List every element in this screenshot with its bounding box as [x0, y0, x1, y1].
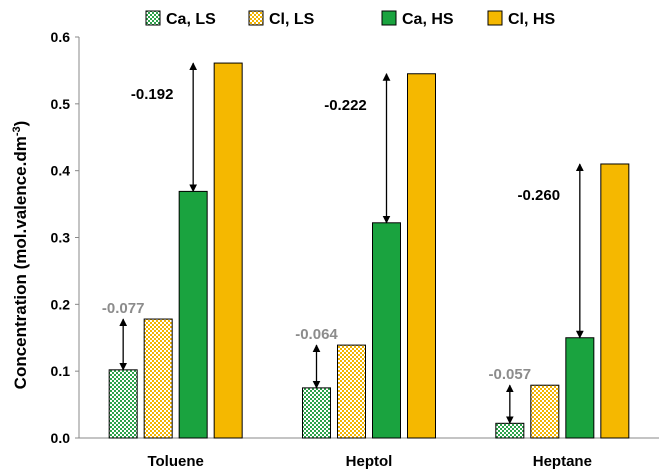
legend-label-cl-ls: Cl, LS — [269, 11, 315, 28]
bar-cl-ls-heptane — [530, 384, 560, 439]
bar-ca-ls-heptane — [495, 422, 525, 439]
y-axis-title-superscript: -3 — [11, 126, 23, 136]
y-tick-label: 0.6 — [51, 29, 71, 45]
y-tick-label: 0.3 — [51, 230, 71, 246]
y-tick-label: 0.4 — [51, 163, 71, 179]
y-tick-label: 0.1 — [51, 363, 71, 379]
high-salinity-difference-label-heptol: -0.222 — [324, 97, 367, 114]
bar-cl-hs-toluene — [213, 62, 243, 439]
x-tick-label-heptol: Heptol — [346, 453, 393, 470]
legend-swatch-ca-hs — [381, 10, 397, 26]
legend: Ca, LS Cl, LS Ca, HS Cl, HS — [145, 10, 555, 28]
legend-swatch-cl-ls — [248, 10, 264, 26]
legend-label-ca-hs: Ca, HS — [402, 11, 454, 28]
bar-cl-ls-heptol — [337, 344, 366, 439]
bar-cl-hs-heptol — [407, 73, 436, 439]
low-salinity-difference-label-heptol: -0.064 — [295, 326, 338, 343]
high-salinity-difference-label-heptane: -0.260 — [518, 187, 561, 204]
bar-ca-hs-heptol — [372, 222, 401, 439]
x-axis: Toluene Heptol Heptane — [79, 437, 659, 470]
y-axis-title: Concentration (mol.valence.dm-3) — [11, 121, 30, 390]
bar-cl-ls-toluene — [143, 318, 173, 439]
low-salinity-difference-label-heptane: -0.057 — [489, 366, 532, 383]
legend-swatch-cl-hs — [487, 10, 503, 26]
bar-ca-ls-heptol — [302, 387, 331, 439]
y-tick-label: 0.5 — [51, 96, 71, 112]
y-tick-label: 0.2 — [51, 296, 71, 312]
y-axis: 0.0 0.1 0.2 0.3 0.4 0.5 0.6 — [51, 29, 80, 446]
legend-swatch-ca-ls — [145, 10, 161, 26]
low-salinity-difference-label-toluene: -0.077 — [102, 300, 145, 317]
bar-ca-ls-toluene — [108, 369, 138, 439]
legend-label-ca-ls: Ca, LS — [166, 11, 216, 28]
legend-label-cl-hs: Cl, HS — [508, 11, 555, 28]
bars — [108, 62, 630, 439]
high-salinity-difference-label-toluene: -0.192 — [131, 86, 174, 103]
x-tick-label-heptane: Heptane — [533, 453, 592, 470]
bar-ca-hs-toluene — [178, 190, 208, 439]
bar-cl-hs-heptane — [600, 163, 630, 439]
x-tick-label-toluene: Toluene — [147, 453, 203, 470]
bar-ca-hs-heptane — [565, 337, 595, 439]
y-tick-label: 0.0 — [51, 430, 71, 446]
annotations: -0.077 -0.064 -0.057 -0.192 -0.222 -0.260 — [102, 62, 584, 425]
